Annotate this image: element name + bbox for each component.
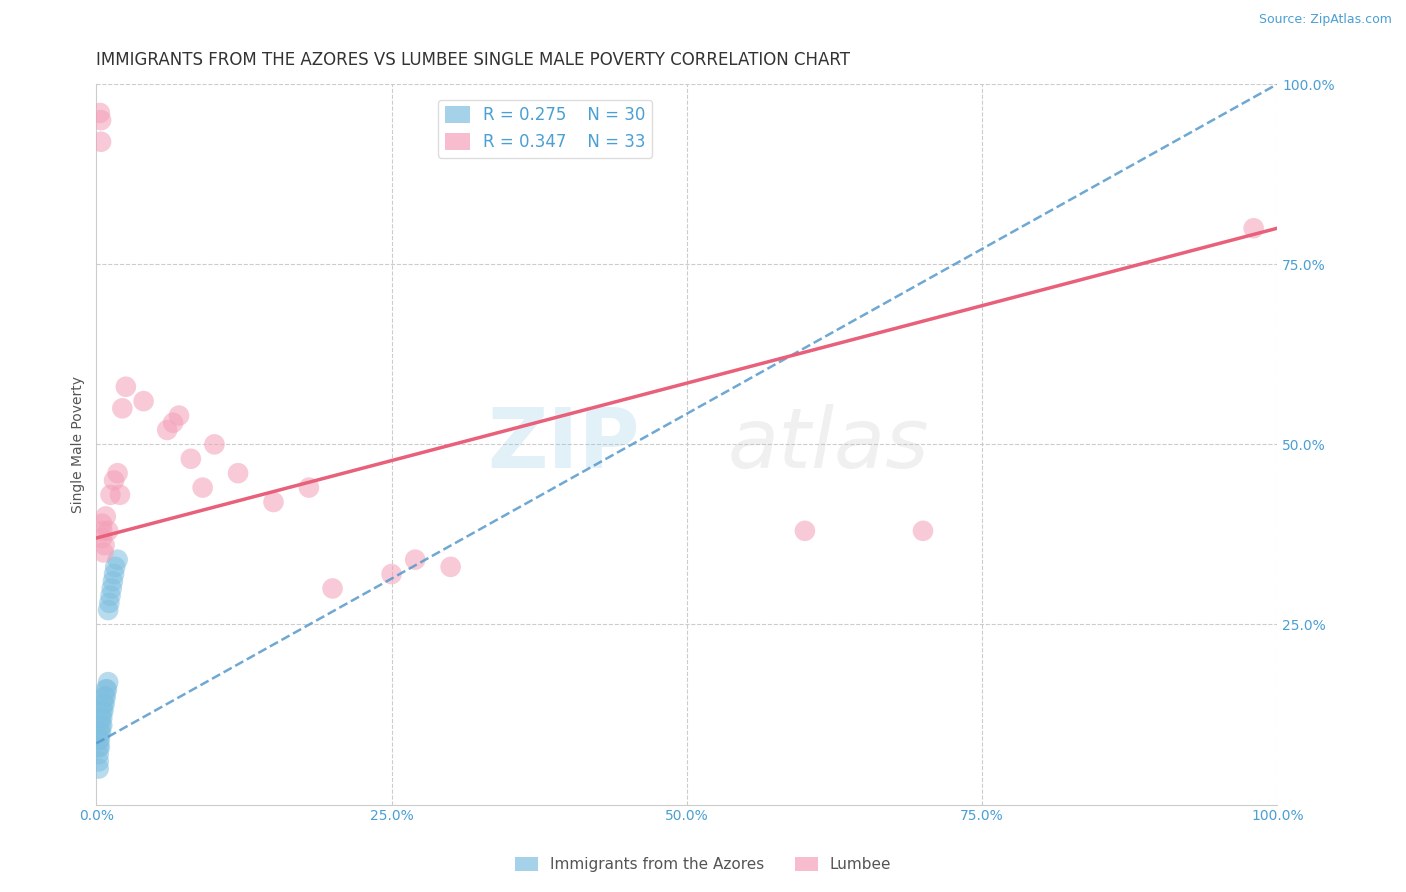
Point [191, 481, 214, 495]
Point [97, 603, 120, 617]
Y-axis label: Single Male Poverty: Single Male Poverty [72, 376, 86, 513]
Point [162, 416, 184, 430]
Point [1243, 221, 1265, 235]
Point [96, 682, 118, 697]
Point [440, 559, 463, 574]
Point [132, 394, 155, 409]
Point [90, 113, 112, 128]
Point [91, 711, 114, 725]
Point [93, 690, 115, 704]
Point [97, 524, 120, 538]
Point [93, 538, 115, 552]
Point [87, 739, 110, 754]
Point [91, 524, 114, 538]
Point [90, 718, 112, 732]
Point [94, 509, 117, 524]
Point [100, 582, 122, 596]
Point [204, 437, 226, 451]
Point [94, 682, 117, 697]
Point [87, 732, 110, 747]
Point [911, 524, 934, 538]
Point [793, 524, 815, 538]
Point [263, 495, 285, 509]
Point [104, 559, 127, 574]
Point [167, 409, 190, 423]
Point [93, 545, 115, 559]
Point [101, 574, 124, 589]
Point [93, 704, 115, 718]
Point [93, 697, 115, 711]
Legend: R = 0.275    N = 30, R = 0.347    N = 33: R = 0.275 N = 30, R = 0.347 N = 33 [439, 100, 652, 158]
Point [98, 596, 121, 610]
Point [94, 690, 117, 704]
Point [87, 755, 110, 769]
Point [91, 531, 114, 545]
Point [107, 466, 129, 480]
Point [103, 567, 125, 582]
Point [226, 466, 249, 480]
Point [89, 739, 111, 754]
Point [90, 135, 112, 149]
Point [108, 488, 131, 502]
Text: IMMIGRANTS FROM THE AZORES VS LUMBEE SINGLE MALE POVERTY CORRELATION CHART: IMMIGRANTS FROM THE AZORES VS LUMBEE SIN… [97, 51, 851, 69]
Point [91, 516, 114, 531]
Point [89, 106, 111, 120]
Point [100, 488, 122, 502]
Point [90, 711, 112, 725]
Point [89, 725, 111, 739]
Text: ZIP: ZIP [486, 404, 640, 485]
Point [107, 552, 129, 566]
Point [381, 567, 404, 582]
Point [90, 725, 112, 739]
Text: Source: ZipAtlas.com: Source: ZipAtlas.com [1258, 13, 1392, 27]
Point [156, 423, 179, 437]
Point [100, 589, 122, 603]
Legend: Immigrants from the Azores, Lumbee: Immigrants from the Azores, Lumbee [508, 849, 898, 880]
Point [115, 380, 138, 394]
Point [180, 451, 202, 466]
Point [322, 582, 344, 596]
Point [91, 718, 114, 732]
Point [97, 675, 120, 690]
Point [298, 481, 321, 495]
Point [93, 697, 115, 711]
Point [89, 732, 111, 747]
Point [87, 762, 110, 776]
Point [91, 704, 114, 718]
Point [103, 474, 125, 488]
Point [404, 552, 426, 566]
Point [111, 401, 134, 416]
Text: atlas: atlas [728, 404, 929, 485]
Point [87, 747, 110, 761]
